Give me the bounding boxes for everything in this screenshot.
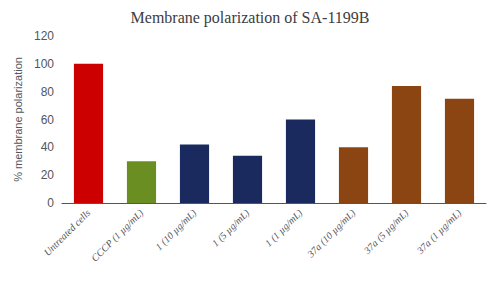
svg-text:Membrane polarization of SA-11: Membrane polarization of SA-1199B <box>131 9 370 27</box>
svg-text:1 (1 µg/mL): 1 (1 µg/mL) <box>263 207 306 250</box>
svg-text:CCCP (1 µg/mL): CCCP (1 µg/mL) <box>89 207 147 265</box>
svg-text:0: 0 <box>47 196 54 210</box>
svg-text:% membrane polarization: % membrane polarization <box>12 57 24 182</box>
svg-text:60: 60 <box>41 113 55 127</box>
svg-text:100: 100 <box>34 57 54 71</box>
svg-text:Untreated cells: Untreated cells <box>42 207 93 258</box>
svg-text:1 (5 µg/mL): 1 (5 µg/mL) <box>210 207 253 250</box>
svg-text:120: 120 <box>34 29 54 43</box>
svg-text:40: 40 <box>41 140 55 154</box>
svg-text:20: 20 <box>41 168 55 182</box>
svg-text:1 (10 µg/mL): 1 (10 µg/mL) <box>153 207 199 253</box>
svg-text:37a (10 µg/mL): 37a (10 µg/mL) <box>304 207 358 261</box>
svg-text:80: 80 <box>41 85 55 99</box>
svg-text:37a (1 µg/mL): 37a (1 µg/mL) <box>414 207 465 258</box>
svg-text:37a (5 µg/mL): 37a (5 µg/mL) <box>361 207 412 258</box>
